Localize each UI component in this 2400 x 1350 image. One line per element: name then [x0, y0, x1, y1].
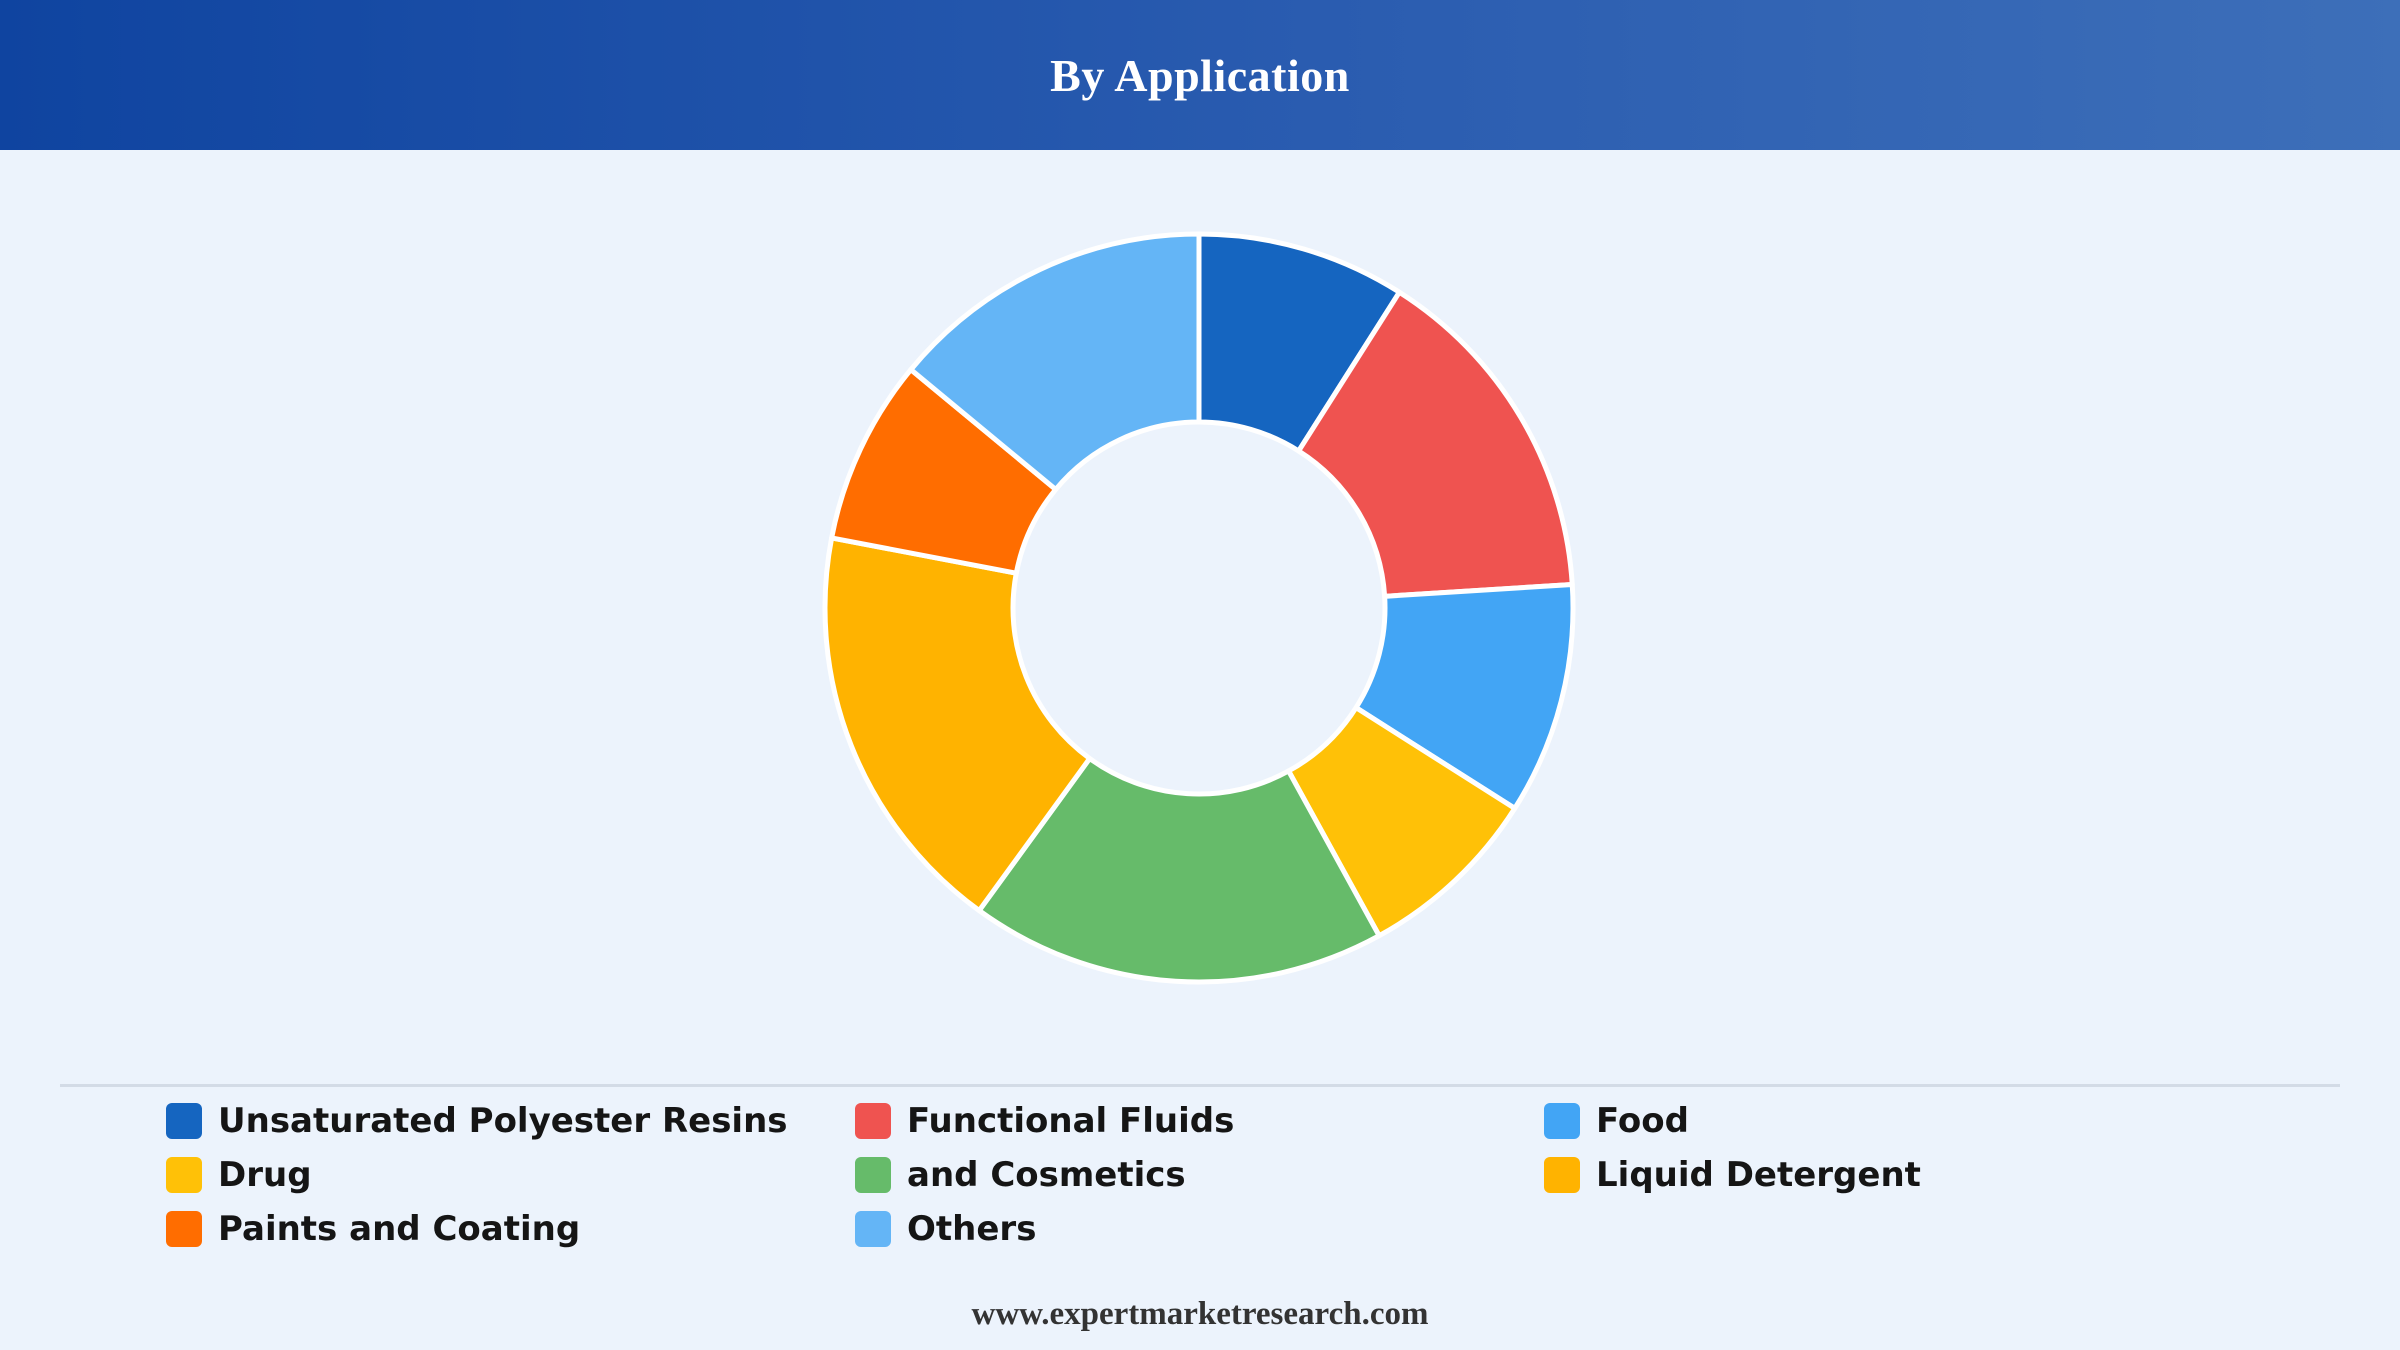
- legend-item-paints-and-coating: Paints and Coating: [166, 1202, 580, 1256]
- legend-item-others: Others: [855, 1202, 1036, 1256]
- donut-slice-others: [908, 231, 1202, 492]
- source-footer: www.expertmarketresearch.com: [971, 1296, 1429, 1332]
- chart-header: By Application: [0, 0, 2400, 150]
- legend-label-functional-fluids: Functional Fluids: [907, 1101, 1235, 1141]
- legend-label-paints-and-coating: Paints and Coating: [218, 1209, 581, 1249]
- legend-divider: [60, 1084, 2340, 1087]
- legend-swatch-others: [855, 1211, 891, 1247]
- legend-label-food: Food: [1596, 1101, 1689, 1141]
- chart-area: [0, 150, 2400, 1080]
- legend-swatch-liquid-detergent: [1544, 1157, 1580, 1193]
- chart-legend: Unsaturated Polyester Resins Functional …: [166, 1094, 2266, 1264]
- legend-item-liquid-detergent: Liquid Detergent: [1544, 1148, 1921, 1202]
- donut-slice-liquid-detergent: [822, 535, 1093, 914]
- chart-title: By Application: [1050, 49, 1350, 101]
- donut-chart: [822, 231, 1576, 985]
- legend-item-unsaturated-polyester-resins: Unsaturated Polyester Resins: [166, 1094, 788, 1148]
- legend-label-others: Others: [907, 1209, 1037, 1249]
- legend-swatch-unsaturated-polyester-resins: [166, 1103, 202, 1139]
- legend-item-drug: Drug: [166, 1148, 312, 1202]
- legend-label-and-cosmetics: and Cosmetics: [907, 1155, 1186, 1195]
- donut-slice-and-cosmetics: [976, 755, 1382, 985]
- legend-item-and-cosmetics: and Cosmetics: [855, 1148, 1186, 1202]
- legend-swatch-functional-fluids: [855, 1103, 891, 1139]
- donut-slice-functional-fluids: [1296, 289, 1575, 599]
- legend-label-unsaturated-polyester-resins: Unsaturated Polyester Resins: [218, 1101, 788, 1141]
- legend-swatch-drug: [166, 1157, 202, 1193]
- legend-item-food: Food: [1544, 1094, 1689, 1148]
- legend-swatch-paints-and-coating: [166, 1211, 202, 1247]
- legend-swatch-and-cosmetics: [855, 1157, 891, 1193]
- legend-swatch-food: [1544, 1103, 1580, 1139]
- legend-label-liquid-detergent: Liquid Detergent: [1596, 1155, 1921, 1195]
- legend-item-functional-fluids: Functional Fluids: [855, 1094, 1234, 1148]
- legend-label-drug: Drug: [218, 1155, 312, 1195]
